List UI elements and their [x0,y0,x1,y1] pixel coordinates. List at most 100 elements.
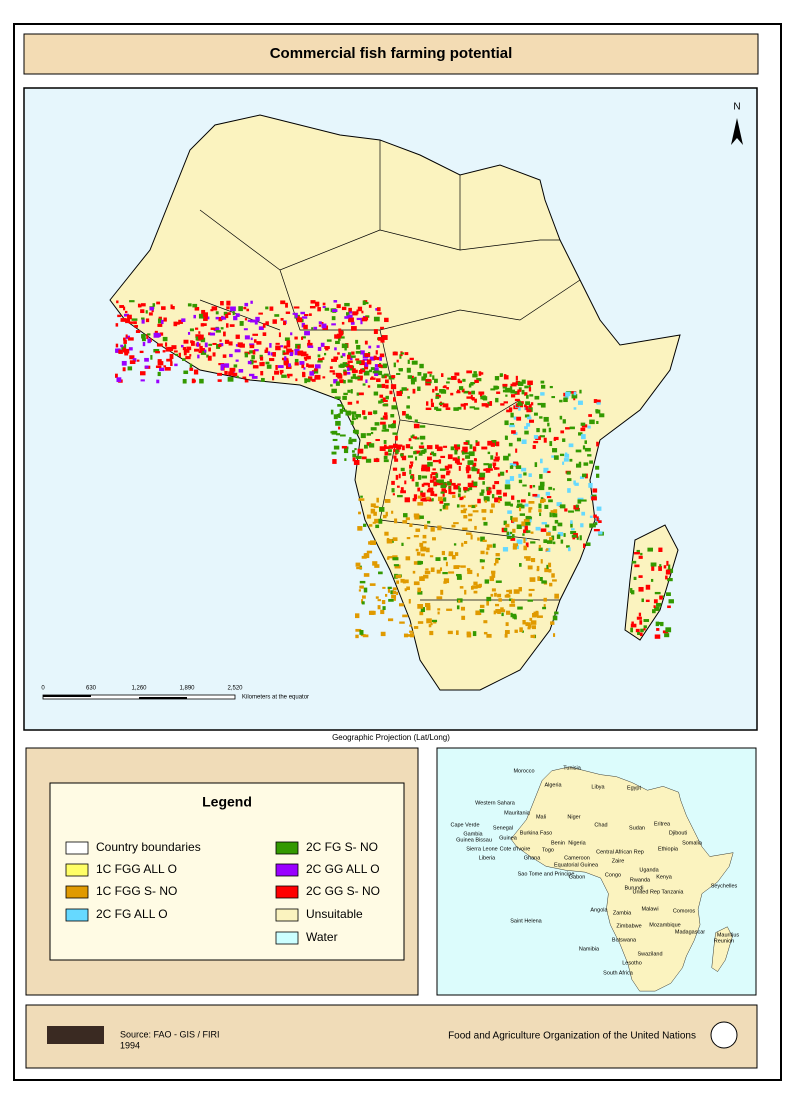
patch [481,489,485,494]
patch [396,359,399,363]
patch [486,633,492,638]
patch [406,537,411,540]
patch [345,410,351,416]
patch [355,628,362,632]
patch [454,372,460,376]
patch [402,471,406,476]
patch [341,306,347,311]
patch [415,528,421,532]
patch [449,491,456,495]
patch [499,373,503,377]
patch [468,518,473,522]
patch [475,441,480,446]
patch [151,309,154,313]
title: Commercial fish farming potential [270,45,513,62]
patch [209,332,216,336]
patch [485,468,491,473]
patch [247,319,251,322]
patch [576,536,579,540]
patch [593,399,598,403]
patch [497,593,502,598]
patch [430,398,433,403]
patch [413,513,420,518]
patch [292,312,298,315]
patch [419,611,424,616]
patch [383,444,387,448]
patch [297,345,300,349]
patch [415,481,419,487]
patch [373,458,380,463]
patch [638,612,642,617]
patch [392,587,397,591]
patch [193,369,199,375]
country-label: Niger [567,814,580,820]
patch [451,524,456,528]
patch [262,332,267,336]
patch [580,523,584,528]
patch [477,537,480,541]
patch [540,380,545,384]
patch [383,399,388,402]
patch [507,510,512,514]
patch [503,375,509,380]
patch [443,578,450,584]
patch [630,590,635,595]
patch [477,498,481,504]
patch [252,350,256,355]
patch [525,515,531,520]
patch [362,410,366,415]
patch [426,547,430,553]
patch [426,489,433,493]
patch [233,364,238,368]
patch [378,571,383,575]
patch [458,466,461,471]
patch [568,510,574,513]
patch [530,402,534,406]
patch [447,454,453,460]
patch [396,485,400,488]
patch [460,509,467,514]
patch [252,365,259,369]
patch [539,576,543,581]
patch [322,306,326,309]
patch [370,367,375,371]
patch [460,565,466,568]
north-label: N [733,102,740,113]
patch [422,534,427,539]
patch [543,416,549,422]
patch [509,476,515,481]
patch [539,481,545,487]
scale-unit: Kilometers at the equator [242,695,309,701]
country-label: Reunion [714,938,735,944]
patch [527,627,531,630]
patch [396,372,401,375]
patch [183,349,190,353]
patch [337,404,343,407]
patch [492,484,496,490]
patch [170,361,173,367]
country-label: Eritrea [654,821,671,827]
patch [393,362,396,368]
patch [343,448,349,454]
legend-label: 2C FG ALL O [96,907,168,921]
patch [132,358,137,362]
patch [471,505,475,508]
patch [297,350,304,356]
patch [508,442,513,447]
patch [635,628,640,633]
patch [538,509,542,513]
patch [451,555,456,560]
patch [380,326,385,330]
patch [580,427,586,432]
patch [660,624,664,627]
patch [417,587,422,593]
patch [373,355,377,361]
patch [453,543,457,546]
patch [377,384,382,388]
patch [588,414,592,417]
patch [529,617,533,621]
patch [515,448,518,453]
patch [524,430,529,435]
patch [436,596,443,600]
patch [583,543,586,549]
